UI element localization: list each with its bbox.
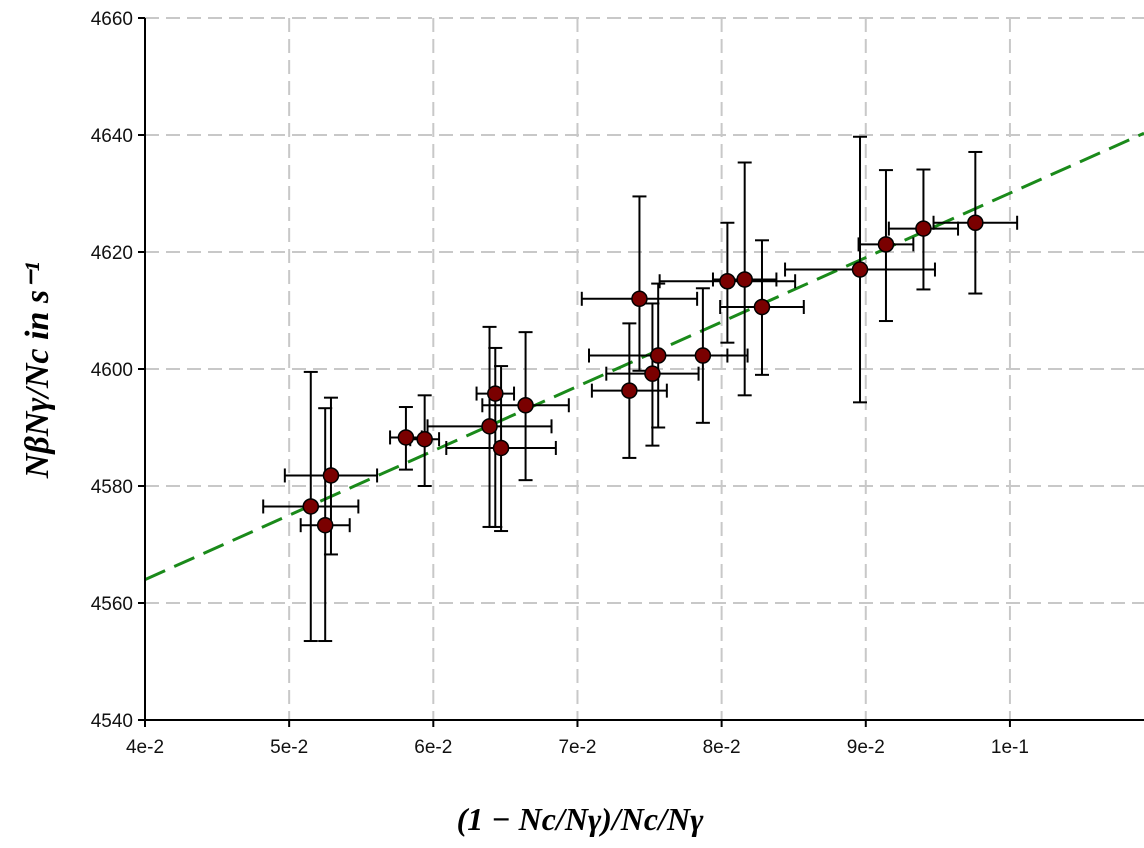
y-tick-labels: 4540 4560 4580 4600 4620 4640 4660 xyxy=(91,9,133,732)
y-tick-label: 4540 xyxy=(91,711,133,732)
y-tick-label: 4580 xyxy=(91,477,133,498)
error-bar xyxy=(580,195,699,372)
x-tick-label: 4e-2 xyxy=(126,737,164,758)
x-tick-label: 8e-2 xyxy=(703,737,741,758)
data-point xyxy=(302,498,320,515)
data-point xyxy=(753,298,771,316)
errorbar-layer xyxy=(262,135,1019,643)
x-tick-label: 9e-2 xyxy=(847,737,885,758)
data-point xyxy=(517,397,534,414)
data-point xyxy=(649,347,667,364)
data-point xyxy=(397,429,415,446)
y-tick-label: 4640 xyxy=(91,126,133,147)
y-tick-label: 4660 xyxy=(91,9,133,30)
data-point xyxy=(621,382,638,399)
data-point xyxy=(644,365,661,382)
data-point xyxy=(967,214,984,231)
x-tick-label: 6e-2 xyxy=(414,737,452,758)
x-tick-label: 5e-2 xyxy=(270,737,308,758)
y-axis-label: NβNγ/Nc in s⁻¹ xyxy=(19,262,56,479)
data-point xyxy=(736,271,753,288)
data-point xyxy=(915,220,932,237)
data-point xyxy=(322,467,340,484)
data-point xyxy=(481,418,498,435)
error-bar xyxy=(475,346,516,528)
x-tick-label: 1e-1 xyxy=(991,737,1029,758)
data-point xyxy=(316,516,334,534)
data-point xyxy=(487,385,504,402)
data-point xyxy=(877,236,895,253)
data-point xyxy=(492,439,510,457)
x-tick-label: 7e-2 xyxy=(558,737,596,758)
x-tick-labels: 4e-2 5e-2 6e-2 7e-2 8e-2 9e-2 1e-1 xyxy=(126,737,1029,758)
data-point xyxy=(416,430,433,448)
grid-layer xyxy=(145,17,1144,720)
x-axis-label: (1 − Nc/Nγ)/Nc/Nγ xyxy=(457,801,705,837)
data-point xyxy=(631,290,648,308)
point-layer xyxy=(302,214,984,534)
axis-layer xyxy=(138,17,1144,727)
data-point xyxy=(851,261,869,278)
data-point xyxy=(719,273,736,290)
y-tick-label: 4620 xyxy=(91,243,133,264)
data-point xyxy=(694,347,712,364)
y-tick-label: 4600 xyxy=(91,360,133,381)
y-tick-label: 4560 xyxy=(91,594,133,615)
